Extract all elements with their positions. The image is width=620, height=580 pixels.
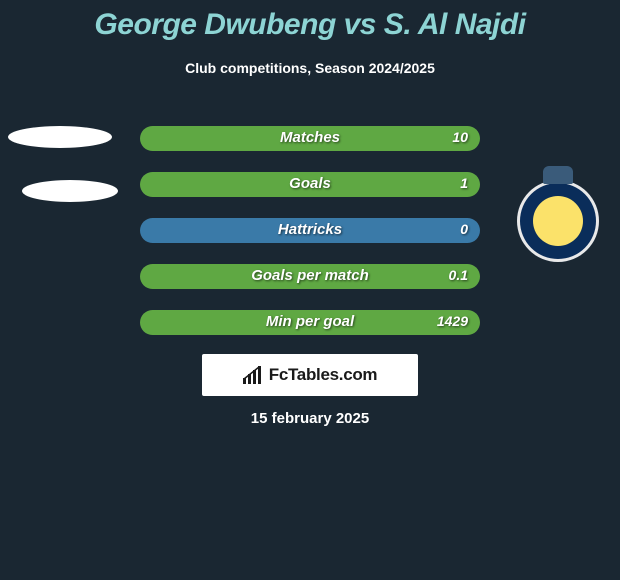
crest-inner-icon — [533, 196, 583, 246]
stat-label: Matches — [140, 129, 480, 146]
stat-bar: Goals per match0.1 — [140, 264, 480, 289]
brand-badge: FcTables.com — [202, 354, 418, 396]
stat-bar: Goals1 — [140, 172, 480, 197]
stat-value-right: 1 — [460, 175, 468, 191]
stat-label: Hattricks — [140, 221, 480, 238]
player-avatar-placeholder — [22, 180, 118, 202]
crest-crown-icon — [543, 166, 573, 184]
snapshot-date: 15 february 2025 — [0, 410, 620, 427]
comparison-subtitle: Club competitions, Season 2024/2025 — [0, 60, 620, 76]
stat-bar: Hattricks0 — [140, 218, 480, 243]
brand-text: FcTables.com — [269, 365, 378, 385]
stat-value-right: 10 — [452, 129, 468, 145]
bar-chart-icon — [243, 366, 263, 384]
stat-value-right: 1429 — [437, 313, 468, 329]
stat-value-right: 0.1 — [449, 267, 468, 283]
stat-bar: Min per goal1429 — [140, 310, 480, 335]
stat-label: Min per goal — [140, 313, 480, 330]
club-crest-right — [517, 180, 599, 262]
comparison-title: George Dwubeng vs S. Al Najdi — [0, 0, 620, 42]
stat-label: Goals per match — [140, 267, 480, 284]
player-avatar-placeholder — [8, 126, 112, 148]
stat-value-right: 0 — [460, 221, 468, 237]
stat-label: Goals — [140, 175, 480, 192]
stat-bar: Matches10 — [140, 126, 480, 151]
